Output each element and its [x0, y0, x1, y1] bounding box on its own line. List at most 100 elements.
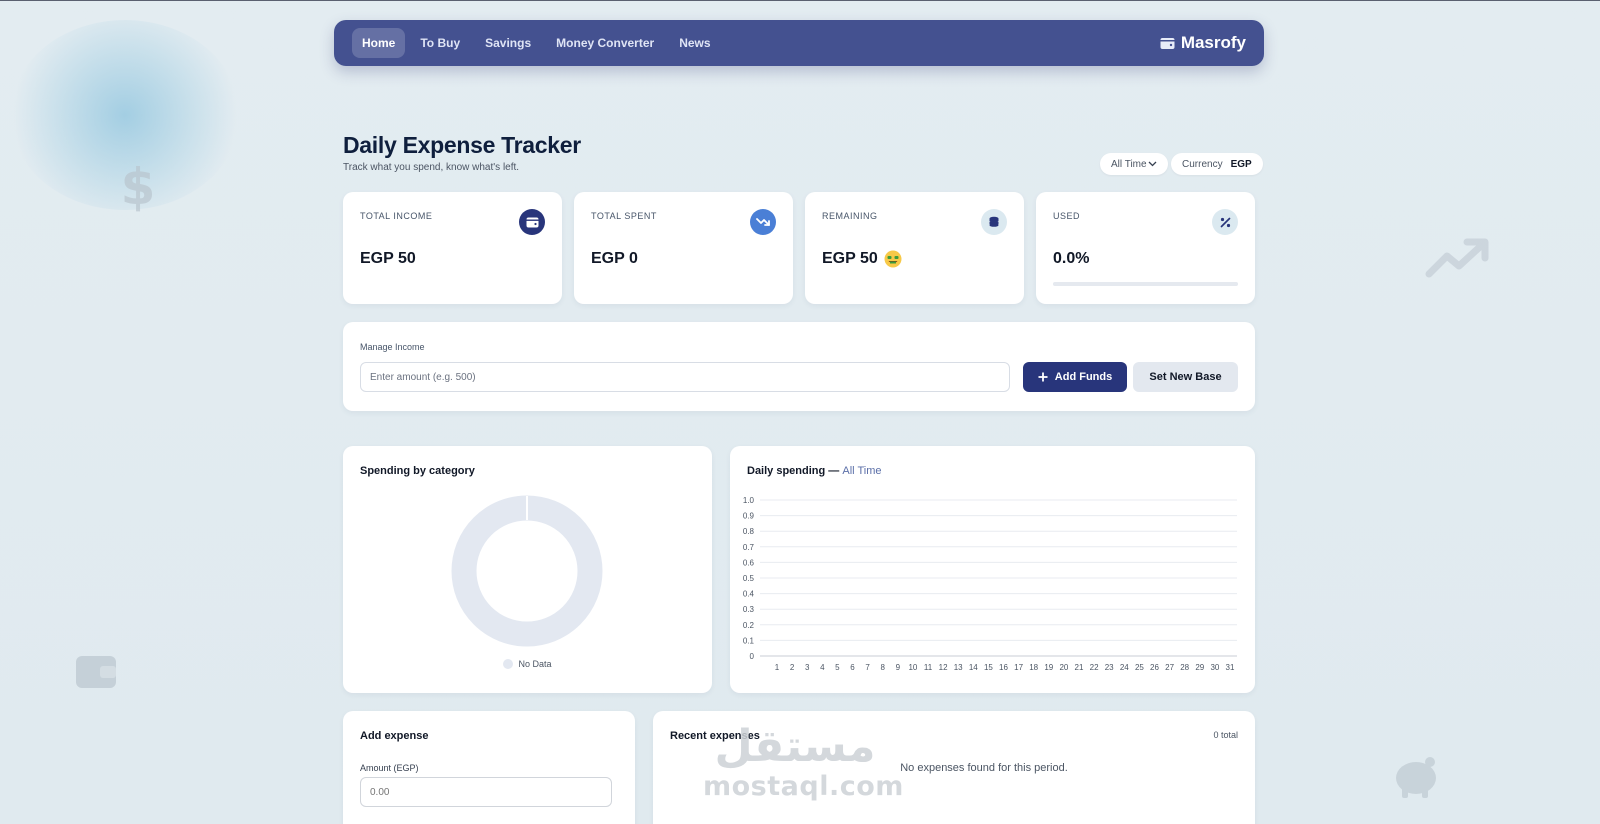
category-chart-card: Spending by category No Data [343, 446, 712, 693]
category-chart-title: Spending by category [360, 465, 475, 477]
stat-card-total-spent: TOTAL SPENT EGP 0 [574, 192, 793, 304]
x-tick-label: 15 [984, 663, 993, 672]
recent-expenses-card: Recent expenses 0 total No expenses foun… [653, 711, 1255, 824]
y-tick-label: 0.3 [743, 605, 755, 614]
x-tick-label: 11 [924, 663, 933, 672]
amount-field-label: Amount (EGP) [360, 763, 419, 773]
y-tick-label: 0.5 [743, 574, 755, 583]
stat-card-total-income: TOTAL INCOME EGP 50 [343, 192, 562, 304]
stat-label: TOTAL INCOME [360, 211, 433, 221]
piggy-bank-icon [1396, 757, 1436, 798]
category-donut-chart [451, 495, 603, 647]
currency-label: Currency [1182, 158, 1223, 170]
page-title: Daily Expense Tracker [343, 132, 581, 158]
top-border [0, 0, 1600, 1]
x-tick-label: 18 [1029, 663, 1038, 672]
donut-ring [451, 495, 603, 647]
legend-dot [503, 659, 514, 669]
brand-logo[interactable]: Masrofy [1160, 33, 1246, 53]
period-filter-select[interactable]: All Time [1100, 153, 1168, 175]
brand-name: Masrofy [1180, 33, 1246, 52]
income-amount-input[interactable] [360, 362, 1010, 392]
used-progress-bar [1053, 282, 1238, 286]
add-funds-label: Add Funds [1054, 371, 1113, 383]
add-expense-title: Add expense [360, 730, 429, 742]
x-tick-label: 21 [1075, 663, 1084, 672]
add-expense-card: Add expense Amount (EGP) [343, 711, 635, 824]
manage-income-label: Manage Income [360, 342, 425, 352]
x-tick-label: 16 [999, 663, 1008, 672]
x-tick-label: 31 [1226, 663, 1235, 672]
x-tick-label: 2 [790, 663, 795, 672]
wallet-icon [519, 209, 545, 235]
x-tick-label: 1 [775, 663, 780, 672]
manage-income-card: Manage Income Add Funds Set New Base [343, 322, 1255, 411]
expense-amount-input[interactable] [360, 777, 612, 807]
stat-card-used: USED 0.0% [1036, 192, 1255, 304]
background-glow [10, 20, 240, 210]
x-tick-label: 25 [1135, 663, 1144, 672]
watermark-arabic-logo: مستقل [715, 721, 876, 772]
nav-home[interactable]: Home [352, 28, 406, 58]
watermark-text: mostaql.com [703, 771, 904, 802]
money-face-emoji [884, 250, 902, 268]
x-tick-label: 13 [954, 663, 963, 672]
y-tick-label: 0 [750, 652, 755, 661]
x-tick-label: 28 [1180, 663, 1189, 672]
x-tick-label: 7 [865, 663, 870, 672]
page-subtitle: Track what you spend, know what's left. [343, 162, 520, 173]
x-tick-label: 4 [820, 663, 825, 672]
x-tick-label: 26 [1150, 663, 1159, 672]
trending-up-icon [1425, 238, 1489, 278]
dollar-icon: $ [121, 160, 156, 216]
x-tick-label: 3 [805, 663, 810, 672]
stat-value-row: EGP 50 [822, 250, 902, 268]
x-tick-label: 20 [1059, 663, 1068, 672]
wallet-icon [1160, 37, 1175, 49]
x-tick-label: 29 [1195, 663, 1204, 672]
stat-value: EGP 50 [822, 250, 878, 267]
add-funds-button[interactable]: Add Funds [1023, 362, 1127, 392]
stat-value: EGP 50 [360, 250, 416, 267]
daily-chart-title-prefix: Daily spending — [747, 465, 840, 477]
legend-label: No Data [518, 659, 552, 669]
stat-value: 0.0% [1053, 250, 1090, 267]
coins-icon [981, 209, 1007, 235]
nav-money-converter[interactable]: Money Converter [556, 36, 655, 50]
wallet-icon [76, 656, 116, 688]
x-tick-label: 9 [896, 663, 901, 672]
x-tick-label: 27 [1165, 663, 1174, 672]
nav-to-buy[interactable]: To Buy [420, 36, 461, 50]
daily-spending-chart: 00.10.20.30.40.50.60.70.80.91.01 2 3 4 5 6 7 8 9… [743, 496, 1237, 672]
stat-value: EGP 0 [591, 250, 638, 267]
x-tick-label: 10 [908, 663, 917, 672]
trending-down-icon [750, 209, 776, 235]
stat-label: USED [1053, 211, 1081, 221]
category-legend: No Data [343, 659, 712, 669]
chevron-down-icon [1148, 161, 1157, 167]
y-tick-label: 0.8 [743, 527, 755, 536]
nav-savings[interactable]: Savings [485, 36, 532, 50]
recent-expenses-title: Recent expenses [670, 730, 760, 742]
watermark: مستقل mostaql.com [703, 713, 903, 813]
daily-chart-card: Daily spending — All Time 0 0.1 0.2 0.3 0.4 0… [730, 446, 1255, 693]
period-filter-value: All Time [1111, 158, 1147, 170]
expenses-count: 0 total [1213, 730, 1238, 740]
y-tick-label: 0.7 [743, 543, 755, 552]
percent-icon [1212, 209, 1238, 235]
x-tick-label: 17 [1014, 663, 1023, 672]
plus-icon [1038, 372, 1048, 382]
currency-value: EGP [1230, 158, 1252, 170]
daily-chart-title-period: All Time [842, 465, 882, 477]
currency-selector[interactable]: Currency EGP [1171, 153, 1263, 175]
x-tick-label: 8 [880, 663, 885, 672]
stat-label: TOTAL SPENT [591, 211, 657, 221]
x-tick-label: 23 [1105, 663, 1114, 672]
top-navbar: Home To Buy Savings Money Converter News… [334, 20, 1264, 66]
y-tick-label: 0.9 [743, 512, 755, 521]
x-tick-label: 22 [1090, 663, 1099, 672]
x-tick-label: 6 [850, 663, 855, 672]
svg-text:$: $ [121, 160, 156, 216]
set-new-base-button[interactable]: Set New Base [1133, 362, 1238, 392]
nav-news[interactable]: News [679, 36, 711, 50]
